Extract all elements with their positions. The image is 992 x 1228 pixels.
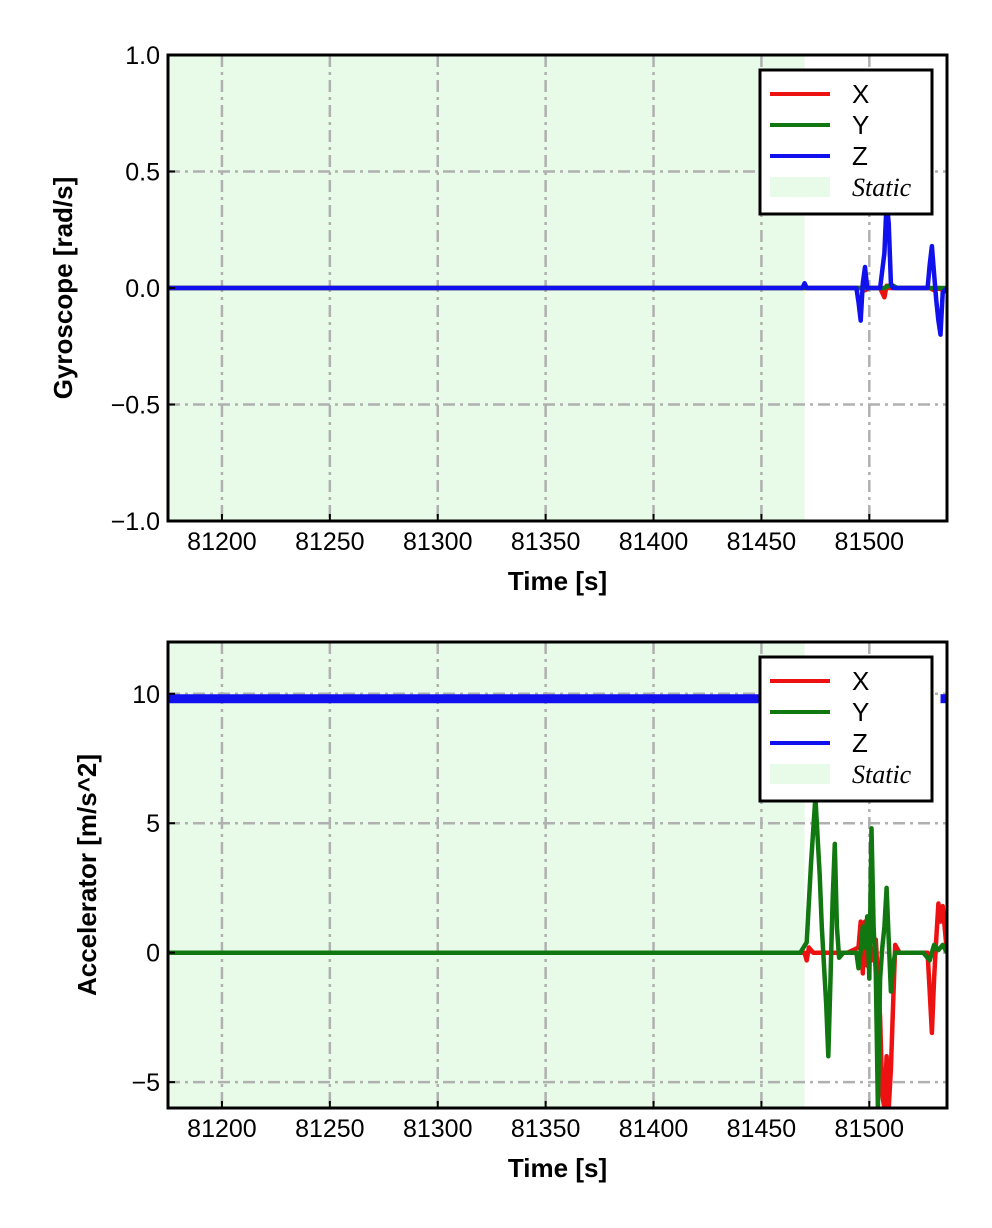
x-axis-label: Time [s] (508, 1153, 607, 1183)
series-line-y (168, 795, 947, 1108)
legend-label-y: Y (852, 697, 869, 727)
x-tick-label: 81400 (619, 1115, 689, 1143)
x-tick-label: 81400 (619, 528, 689, 556)
y-axis-label: Accelerator [m/s^2] (72, 754, 102, 996)
legend-swatch-static (770, 177, 830, 197)
accelerometer-chart: 81200 81250 81300 81350 81400 81450 81500 −5 0 5 1… (72, 640, 949, 1183)
series-group (168, 694, 947, 1108)
x-tick-label: 81250 (295, 528, 365, 556)
y-tick-label: 0.0 (125, 275, 160, 303)
static-region (168, 642, 805, 1108)
x-tick-label: 81350 (511, 528, 581, 556)
legend-label-x: X (852, 79, 869, 109)
y-tick-label: −1.0 (111, 508, 160, 536)
legend-swatch-static (770, 764, 830, 784)
y-tick-label: 0 (146, 940, 160, 968)
x-tick-label: 81200 (187, 1115, 257, 1143)
x-tick-label: 81500 (835, 528, 905, 556)
y-tick-label: 0.5 (125, 159, 160, 187)
legend-label-x: X (852, 666, 869, 696)
x-tick-label: 81200 (187, 528, 257, 556)
x-tick-label: 81350 (511, 1115, 581, 1143)
x-tick-label: 81300 (403, 528, 473, 556)
legend-label-static: Static (852, 760, 912, 789)
gyroscope-chart: 81200 81250 81300 81350 81400 81450 81500 −1.0 −… (48, 42, 949, 596)
legend-label-static: Static (852, 173, 912, 202)
y-tick-label: −5 (131, 1069, 160, 1097)
y-tick-label: 10 (132, 681, 160, 709)
y-axis-label: Gyroscope [rad/s] (48, 177, 78, 400)
y-tick-label: 5 (146, 810, 160, 838)
x-tick-label: 81450 (727, 1115, 797, 1143)
x-tick-label: 81500 (835, 1115, 905, 1143)
y-tick-label: 1.0 (125, 42, 160, 70)
legend-label-z: Z (852, 141, 868, 171)
series-line-z (168, 199, 947, 337)
x-tick-label: 81250 (295, 1115, 365, 1143)
x-tick-label: 81300 (403, 1115, 473, 1143)
x-tick-label: 81450 (727, 528, 797, 556)
series-group (168, 199, 947, 337)
x-axis-label: Time [s] (508, 566, 607, 596)
plot-frame (166, 640, 949, 1110)
y-tick-label: −0.5 (111, 392, 160, 420)
legend-label-y: Y (852, 110, 869, 140)
legend-label-z: Z (852, 728, 868, 758)
